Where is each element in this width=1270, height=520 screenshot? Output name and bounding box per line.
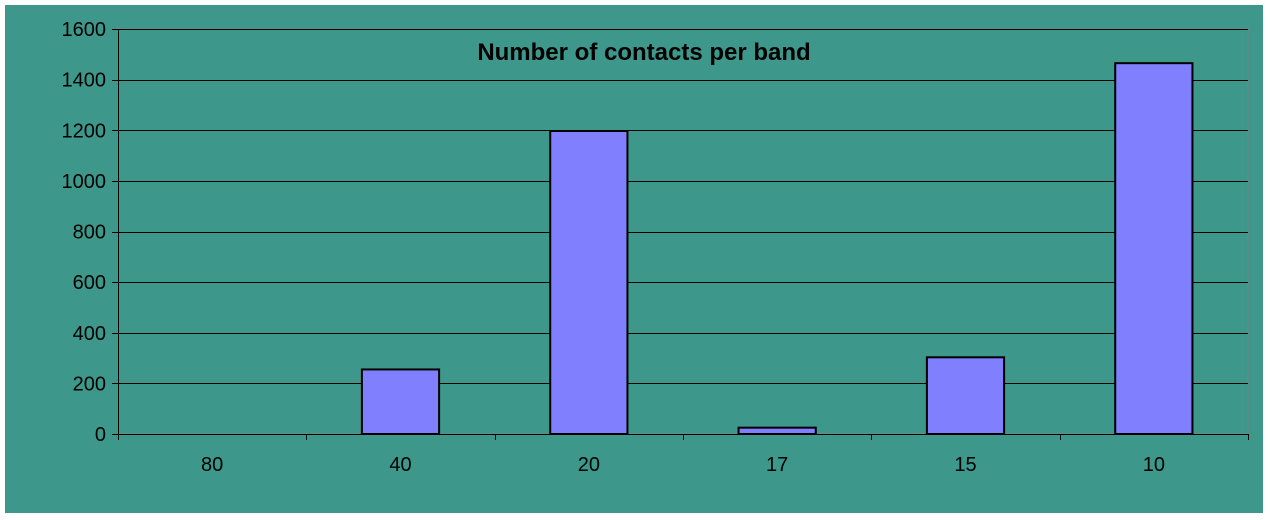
axes	[112, 29, 1249, 440]
plot-area	[117, 28, 1249, 435]
gridlines	[118, 29, 1248, 384]
y-tick-label-1000: 1000	[62, 171, 107, 193]
x-tick-labels: 80 40 20 17 15 10	[201, 454, 1165, 476]
y-tick-label-400: 400	[73, 323, 106, 345]
chart-title: Number of contacts per band	[477, 39, 810, 66]
y-tick-label-1600: 1600	[62, 19, 107, 41]
y-tick-label-1400: 1400	[62, 70, 107, 92]
y-tick-label-1200: 1200	[62, 120, 107, 142]
y-tick-label-200: 200	[73, 373, 106, 395]
x-tick-label-40: 40	[389, 454, 411, 476]
bar-17	[737, 426, 817, 435]
x-tick-label-10: 10	[1143, 454, 1165, 476]
x-tick-label-17: 17	[766, 454, 788, 476]
bar-15	[925, 356, 1006, 436]
y-tick-label-800: 800	[73, 222, 106, 244]
x-tick-label-80: 80	[201, 454, 223, 476]
bar-40	[360, 368, 441, 435]
y-tick-label-0: 0	[95, 424, 106, 446]
bars	[360, 62, 1194, 436]
x-tick-label-20: 20	[578, 454, 600, 476]
y-tick-labels: 0 200 400 600 800 1000 1200 1400 1600	[62, 19, 107, 446]
x-tick-label-15: 15	[954, 454, 976, 476]
chart-area: 0 200 400 600 800 1000 1200 1400 1600 80 40 20 17 15…	[5, 5, 1263, 513]
bar-10	[1114, 62, 1194, 435]
plot-border	[117, 28, 1249, 435]
bar-chart: 0 200 400 600 800 1000 1200 1400 1600 80 40 20 17 15…	[5, 5, 1263, 513]
bar-20	[549, 130, 629, 436]
y-tick-label-600: 600	[73, 272, 106, 294]
